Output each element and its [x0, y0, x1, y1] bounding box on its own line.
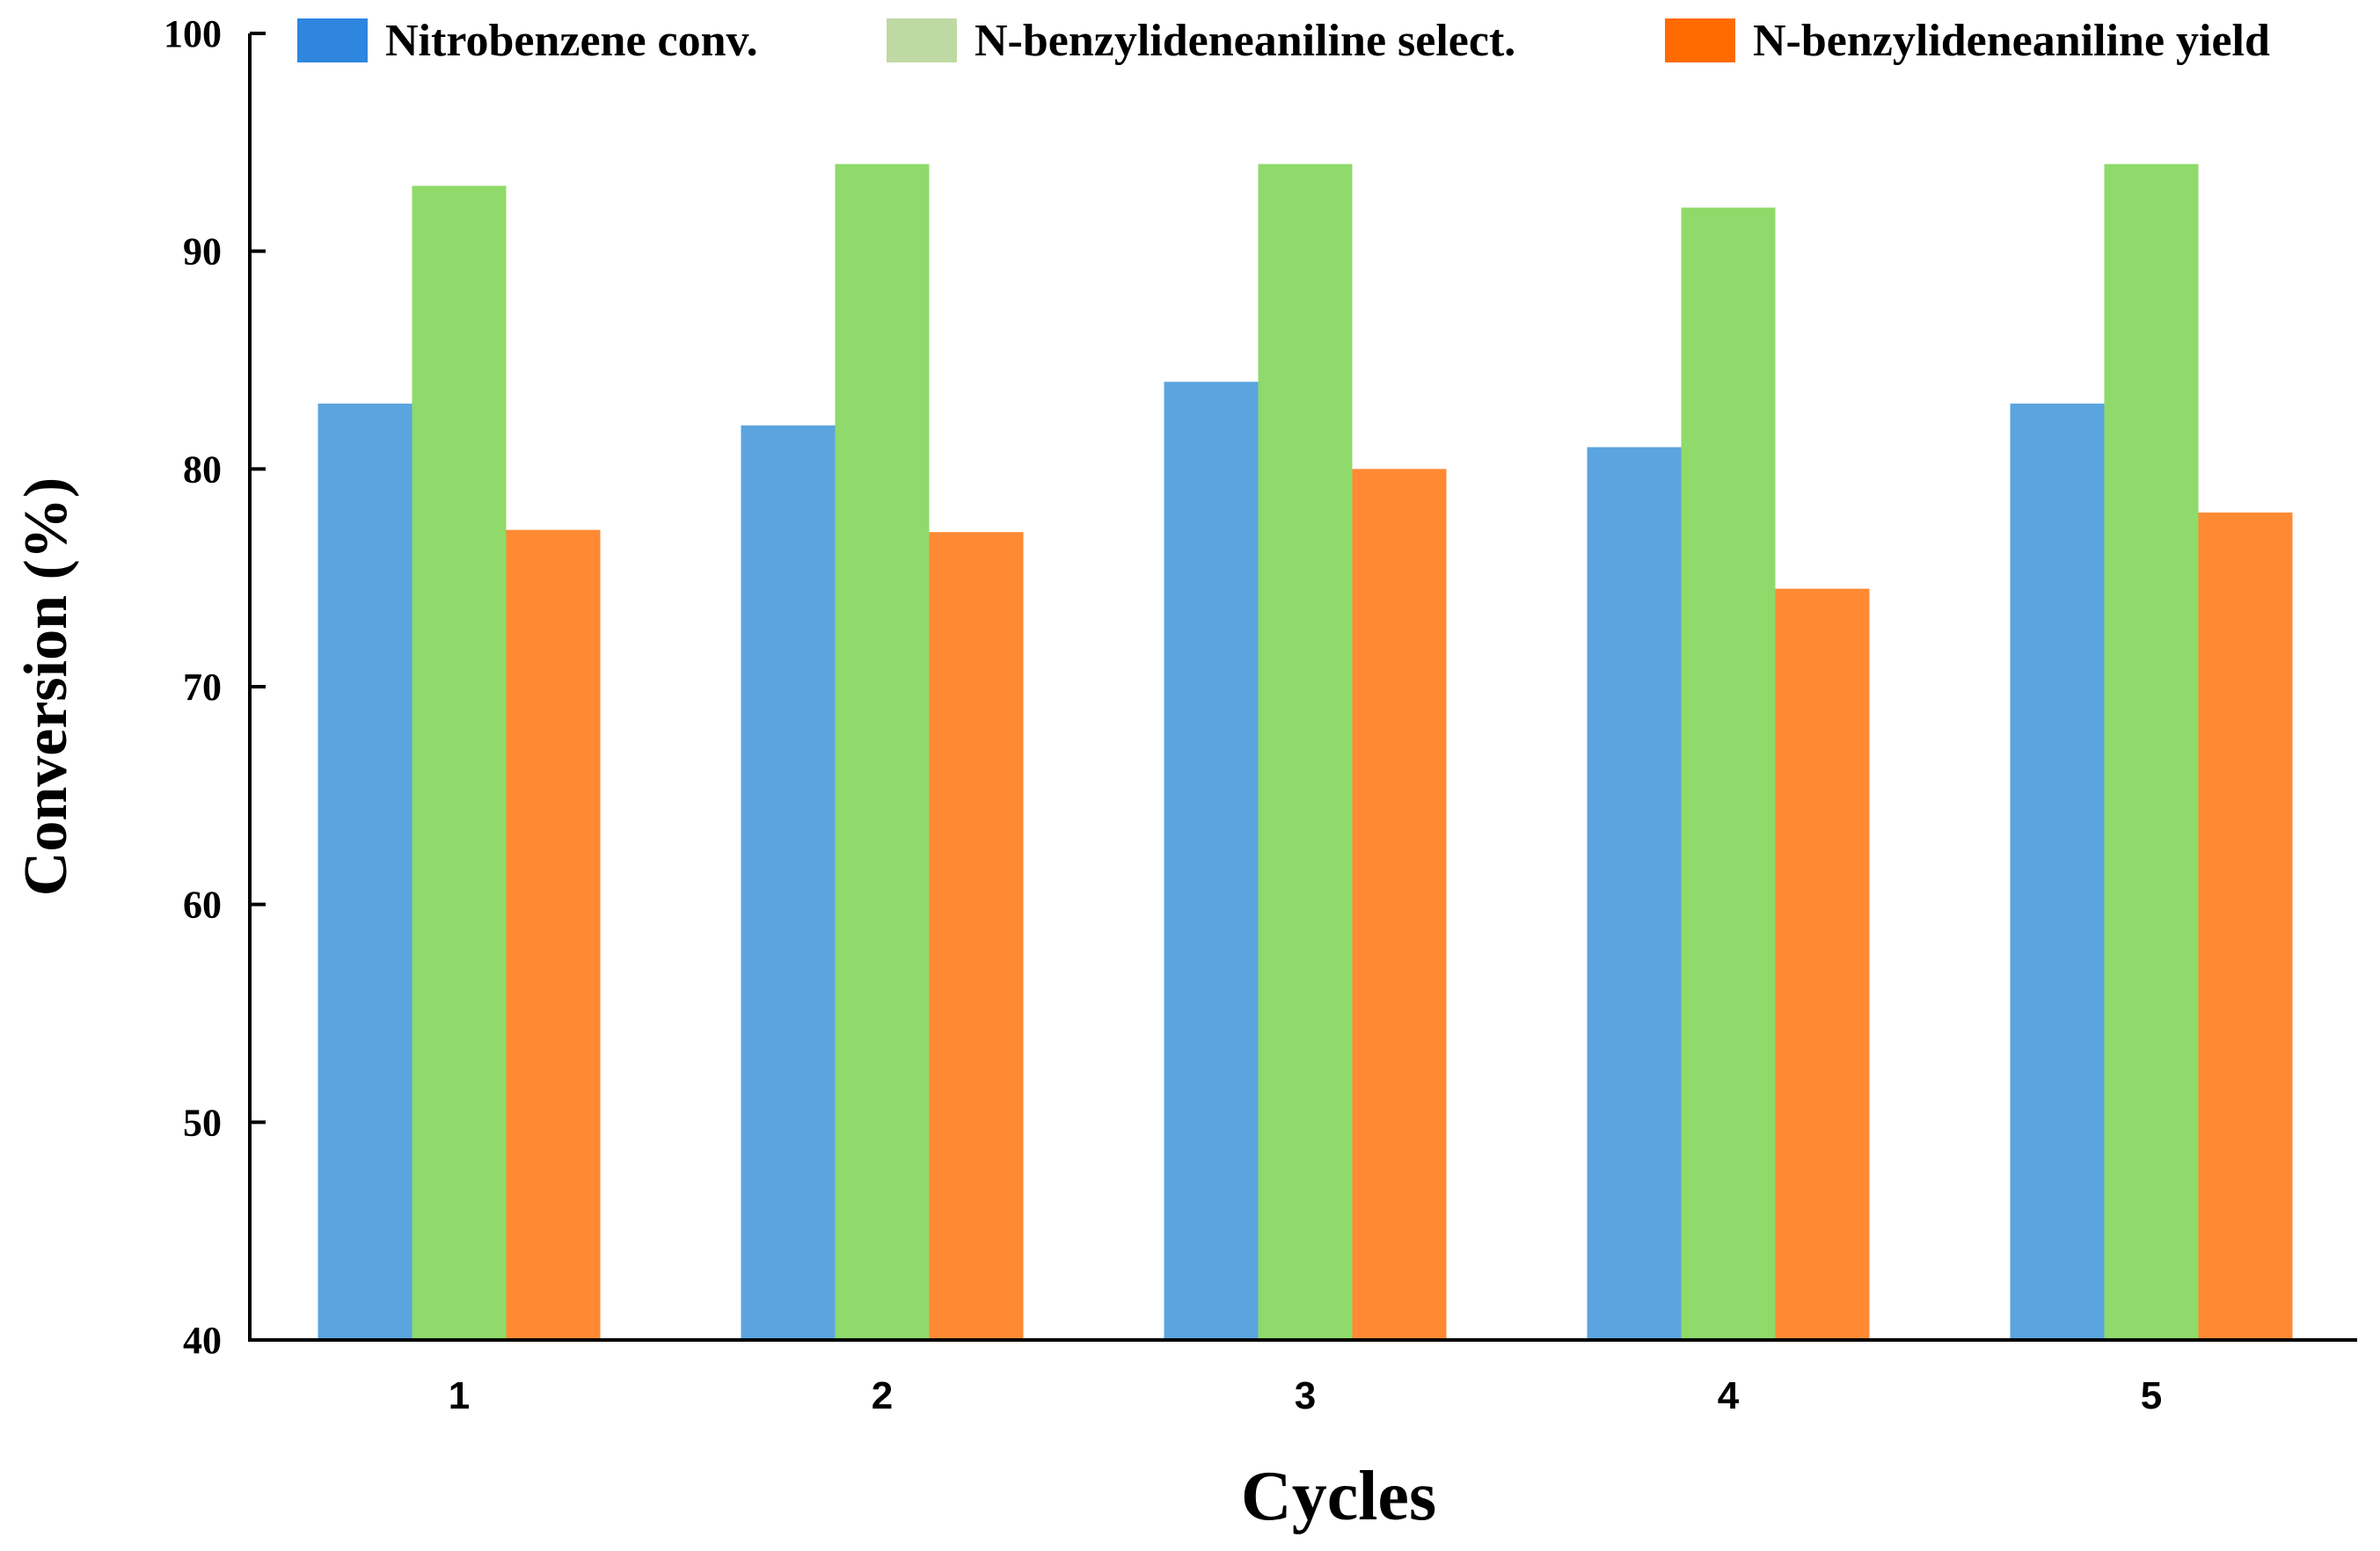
- bar-series-1-cycle-3: [1164, 382, 1259, 1341]
- y-tick-label: 80: [183, 448, 222, 491]
- y-tick-label: 60: [183, 884, 222, 927]
- bar-series-2-cycle-3: [1258, 164, 1353, 1341]
- bar-series-2-cycle-5: [2104, 164, 2199, 1341]
- y-tick-label: 70: [183, 666, 222, 709]
- bar-series-3-cycle-5: [2198, 512, 2293, 1340]
- legend: Nitrobenzene conv. N-benzylideneaniline s…: [297, 16, 2270, 66]
- x-tick-label: 1: [449, 1374, 470, 1417]
- y-tick-label: 50: [183, 1101, 222, 1144]
- y-axis-ticks: 40 50 60 70 80 90 100: [164, 12, 266, 1362]
- x-tick-label: 4: [1718, 1374, 1740, 1417]
- y-tick-label: 100: [164, 12, 222, 55]
- bar-series-1-cycle-1: [318, 404, 412, 1340]
- bar-series-1-cycle-2: [741, 425, 836, 1340]
- y-axis-label: Conversion (%): [12, 477, 80, 896]
- x-axis-ticks: 1 2 3 4 5: [449, 1374, 2162, 1417]
- bar-series-2-cycle-4: [1681, 208, 1776, 1341]
- y-tick-label: 90: [183, 230, 222, 273]
- bar-series-1-cycle-4: [1587, 447, 1682, 1341]
- bar-series-3-cycle-1: [506, 529, 601, 1340]
- bar-series-1-cycle-5: [2010, 404, 2105, 1340]
- x-tick-label: 3: [1295, 1374, 1316, 1417]
- x-axis-label: Cycles: [1241, 1458, 1436, 1535]
- bar-series-3-cycle-4: [1775, 588, 1870, 1340]
- x-tick-label: 5: [2141, 1374, 2162, 1417]
- legend-swatch-2: [887, 18, 957, 62]
- bar-series-3-cycle-2: [929, 532, 1024, 1340]
- y-tick-label: 40: [183, 1319, 222, 1362]
- bars-group: [318, 164, 2293, 1341]
- bar-series-2-cycle-1: [412, 186, 507, 1340]
- legend-label-1: Nitrobenzene conv.: [385, 16, 758, 66]
- legend-label-3: N-benzylideneaniline yield: [1753, 16, 2270, 66]
- legend-swatch-3: [1665, 18, 1735, 62]
- legend-label-2: N-benzylideneaniline select.: [975, 16, 1515, 66]
- bar-series-3-cycle-3: [1352, 469, 1447, 1340]
- legend-swatch-1: [297, 18, 368, 62]
- bar-series-2-cycle-2: [835, 164, 930, 1341]
- x-tick-label: 2: [872, 1374, 893, 1417]
